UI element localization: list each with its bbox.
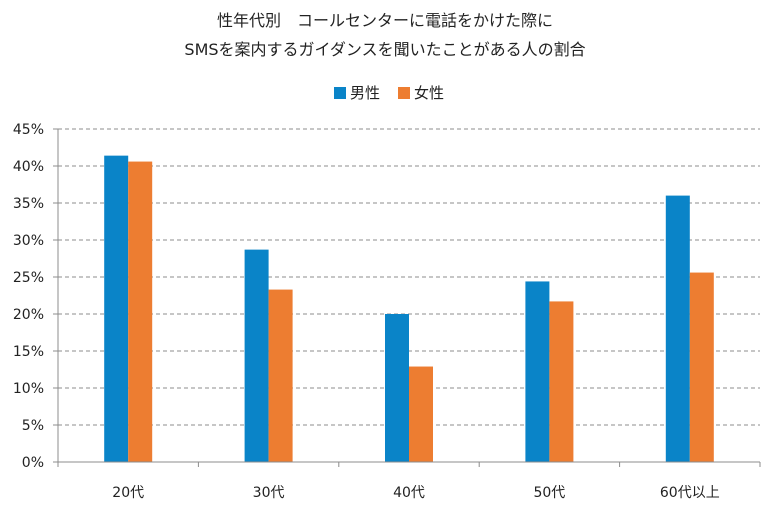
- bar-male: [104, 155, 129, 462]
- y-tick-label: 25%: [13, 270, 44, 286]
- x-tick-label: 20代: [112, 485, 144, 501]
- bar-female: [409, 366, 433, 462]
- bar-male: [244, 249, 269, 462]
- x-tick-label: 50代: [533, 485, 565, 501]
- bar-female: [268, 289, 293, 462]
- y-tick-label: 5%: [22, 418, 44, 434]
- bar-female: [549, 301, 574, 462]
- y-tick-label: 15%: [13, 344, 44, 360]
- bar-male: [665, 195, 690, 462]
- y-tick-label: 45%: [13, 122, 44, 138]
- chart-title: 性年代別 コールセンターに電話をかけた際に SMSを案内するガイダンスを聞いたこ…: [184, 11, 585, 59]
- x-tick-label: 40代: [393, 485, 425, 501]
- chart-title-line-2: SMSを案内するガイダンスを聞いたことがある人の割合: [184, 40, 585, 59]
- bar-female: [689, 272, 714, 462]
- chart-title-line-1: 性年代別 コールセンターに電話をかけた際に: [217, 11, 553, 30]
- x-axis: 20代 30代 40代 50代 60代以上: [57, 461, 761, 501]
- bar-male: [525, 281, 550, 462]
- bar-female: [128, 161, 153, 462]
- bars: [104, 155, 714, 462]
- legend-label-female: 女性: [414, 84, 444, 102]
- legend-label-male: 男性: [350, 84, 380, 102]
- legend-swatch-male: [334, 87, 346, 99]
- x-tick-label: 60代以上: [660, 485, 720, 501]
- legend: 男性 女性: [334, 84, 444, 102]
- y-axis: 0% 5% 10% 15% 20% 25% 30% 35% 40% 45%: [13, 122, 59, 471]
- y-tick-label: 10%: [13, 381, 44, 397]
- y-tick-label: 30%: [13, 233, 44, 249]
- legend-swatch-female: [398, 87, 410, 99]
- y-tick-label: 0%: [22, 455, 44, 471]
- bar-male: [385, 314, 409, 462]
- y-tick-label: 40%: [13, 159, 44, 175]
- y-tick-label: 20%: [13, 307, 44, 323]
- y-tick-label: 35%: [13, 196, 44, 212]
- x-tick-label: 30代: [253, 485, 285, 501]
